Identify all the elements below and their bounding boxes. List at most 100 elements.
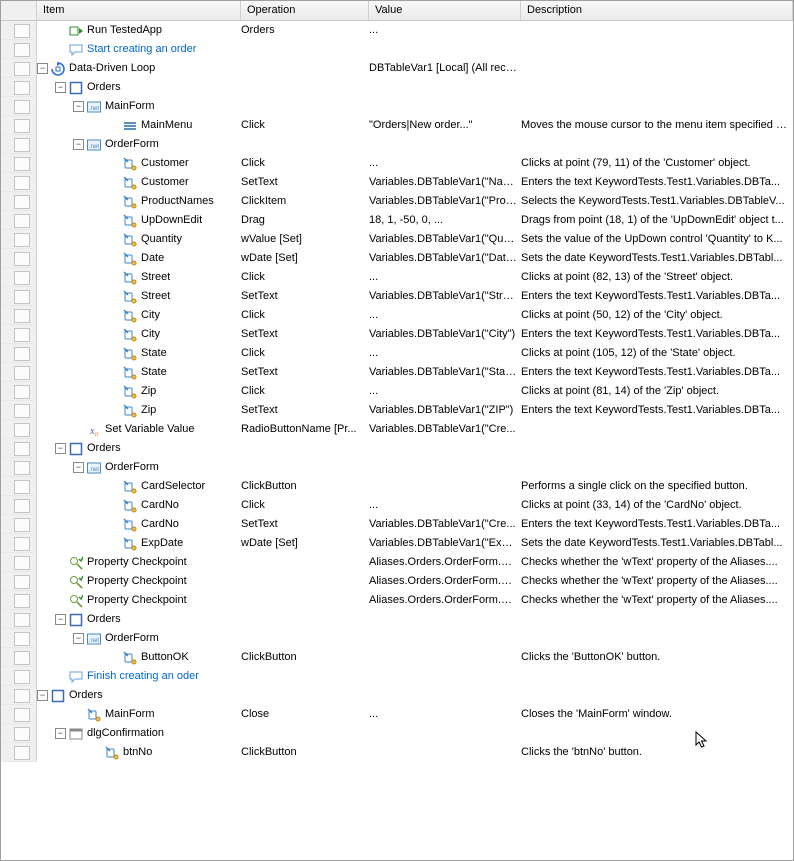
operation-cell[interactable]: wDate [Set] (241, 249, 369, 268)
row-gutter[interactable] (1, 667, 37, 686)
item-cell[interactable]: −Orders (37, 78, 241, 97)
value-cell[interactable] (369, 686, 521, 705)
row-gutter[interactable] (1, 515, 37, 534)
value-cell[interactable] (369, 629, 521, 648)
column-header-item[interactable]: Item (37, 1, 241, 20)
operation-cell[interactable]: RadioButtonName [Pr... (241, 420, 369, 439)
item-cell[interactable]: Property Checkpoint (37, 572, 241, 591)
tree-row[interactable]: Property Checkpoint Aliases.Orders.OrderF… (1, 572, 793, 591)
item-cell[interactable]: xnSet Variable Value (37, 420, 241, 439)
item-cell[interactable]: Zip (37, 382, 241, 401)
value-cell[interactable]: Variables.DBTableVar1("Qua... (369, 230, 521, 249)
column-header-operation[interactable]: Operation (241, 1, 369, 20)
item-cell[interactable]: City (37, 325, 241, 344)
operation-cell[interactable] (241, 572, 369, 591)
operation-cell[interactable]: SetText (241, 287, 369, 306)
tree-row[interactable]: Finish creating an oder (1, 667, 793, 686)
item-cell[interactable]: CardSelector (37, 477, 241, 496)
item-cell[interactable]: −.netOrderForm (37, 135, 241, 154)
operation-cell[interactable]: ClickButton (241, 648, 369, 667)
operation-cell[interactable]: ClickItem (241, 192, 369, 211)
row-gutter[interactable] (1, 21, 37, 40)
row-gutter[interactable] (1, 420, 37, 439)
row-gutter[interactable] (1, 591, 37, 610)
operation-cell[interactable]: SetText (241, 325, 369, 344)
item-cell[interactable]: ExpDate (37, 534, 241, 553)
description-cell[interactable] (521, 686, 793, 705)
value-cell[interactable]: ... (369, 344, 521, 363)
value-cell[interactable] (369, 610, 521, 629)
description-cell[interactable]: Enters the text KeywordTests.Test1.Varia… (521, 363, 793, 382)
tree-row[interactable]: ExpDatewDate [Set]Variables.DBTableVar1(… (1, 534, 793, 553)
tree-row[interactable]: UpDownEditDrag18, 1, -50, 0, ...Drags fr… (1, 211, 793, 230)
row-gutter[interactable] (1, 135, 37, 154)
description-cell[interactable] (521, 21, 793, 40)
operation-cell[interactable]: wValue [Set] (241, 230, 369, 249)
value-cell[interactable]: 18, 1, -50, 0, ... (369, 211, 521, 230)
tree-row[interactable]: CardSelectorClickButtonPerforms a single… (1, 477, 793, 496)
item-cell[interactable]: CardNo (37, 515, 241, 534)
row-gutter[interactable] (1, 724, 37, 743)
value-cell[interactable] (369, 439, 521, 458)
operation-cell[interactable]: Click (241, 116, 369, 135)
operation-cell[interactable]: ClickButton (241, 743, 369, 762)
operation-cell[interactable] (241, 59, 369, 78)
value-cell[interactable]: Aliases.Orders.OrderForm.G... (369, 572, 521, 591)
row-gutter[interactable] (1, 534, 37, 553)
value-cell[interactable] (369, 97, 521, 116)
description-cell[interactable] (521, 97, 793, 116)
operation-cell[interactable] (241, 667, 369, 686)
value-cell[interactable]: ... (369, 306, 521, 325)
tree-row[interactable]: CitySetTextVariables.DBTableVar1("City")… (1, 325, 793, 344)
tree-toggle-icon[interactable]: − (73, 633, 84, 644)
item-cell[interactable]: −.netOrderForm (37, 458, 241, 477)
tree-row[interactable]: StreetClick...Clicks at point (82, 13) o… (1, 268, 793, 287)
description-cell[interactable]: Checks whether the 'wText' property of t… (521, 591, 793, 610)
operation-cell[interactable]: Click (241, 496, 369, 515)
row-gutter[interactable] (1, 249, 37, 268)
row-gutter[interactable] (1, 325, 37, 344)
tree-row[interactable]: StateClick...Clicks at point (105, 12) o… (1, 344, 793, 363)
item-cell[interactable]: State (37, 363, 241, 382)
description-cell[interactable]: Closes the 'MainForm' window. (521, 705, 793, 724)
value-cell[interactable]: DBTableVar1 [Local] (All reco... (369, 59, 521, 78)
row-gutter[interactable] (1, 287, 37, 306)
item-cell[interactable]: −dlgConfirmation (37, 724, 241, 743)
description-cell[interactable] (521, 78, 793, 97)
description-cell[interactable] (521, 629, 793, 648)
row-gutter[interactable] (1, 401, 37, 420)
item-cell[interactable]: −Orders (37, 610, 241, 629)
operation-cell[interactable]: Click (241, 382, 369, 401)
row-gutter[interactable] (1, 553, 37, 572)
tree-row[interactable]: Run TestedAppOrders... (1, 21, 793, 40)
operation-cell[interactable] (241, 439, 369, 458)
operation-cell[interactable]: Close (241, 705, 369, 724)
value-cell[interactable]: Aliases.Orders.OrderForm.G... (369, 553, 521, 572)
operation-cell[interactable]: Click (241, 306, 369, 325)
row-gutter[interactable] (1, 230, 37, 249)
item-cell[interactable]: UpDownEdit (37, 211, 241, 230)
tree-row[interactable]: −.netOrderForm (1, 135, 793, 154)
tree-toggle-icon[interactable]: − (55, 728, 66, 739)
tree-row[interactable]: MainMenuClick"Orders|New order..."Moves … (1, 116, 793, 135)
row-gutter[interactable] (1, 268, 37, 287)
value-cell[interactable]: ... (369, 268, 521, 287)
description-cell[interactable]: Checks whether the 'wText' property of t… (521, 572, 793, 591)
value-cell[interactable] (369, 477, 521, 496)
item-cell[interactable]: Finish creating an oder (37, 667, 241, 686)
item-cell[interactable]: Date (37, 249, 241, 268)
value-cell[interactable]: "Orders|New order..." (369, 116, 521, 135)
item-cell[interactable]: MainMenu (37, 116, 241, 135)
tree-toggle-icon[interactable]: − (55, 614, 66, 625)
tree-row[interactable]: CustomerSetTextVariables.DBTableVar1("Na… (1, 173, 793, 192)
tree-row[interactable]: CardNoSetTextVariables.DBTableVar1("Cre.… (1, 515, 793, 534)
value-cell[interactable] (369, 40, 521, 59)
value-cell[interactable]: Variables.DBTableVar1("State") (369, 363, 521, 382)
description-cell[interactable] (521, 439, 793, 458)
description-cell[interactable]: Clicks at point (81, 14) of the 'Zip' ob… (521, 382, 793, 401)
item-cell[interactable]: ButtonOK (37, 648, 241, 667)
operation-cell[interactable]: wDate [Set] (241, 534, 369, 553)
row-gutter[interactable] (1, 629, 37, 648)
row-gutter[interactable] (1, 477, 37, 496)
row-gutter[interactable] (1, 705, 37, 724)
